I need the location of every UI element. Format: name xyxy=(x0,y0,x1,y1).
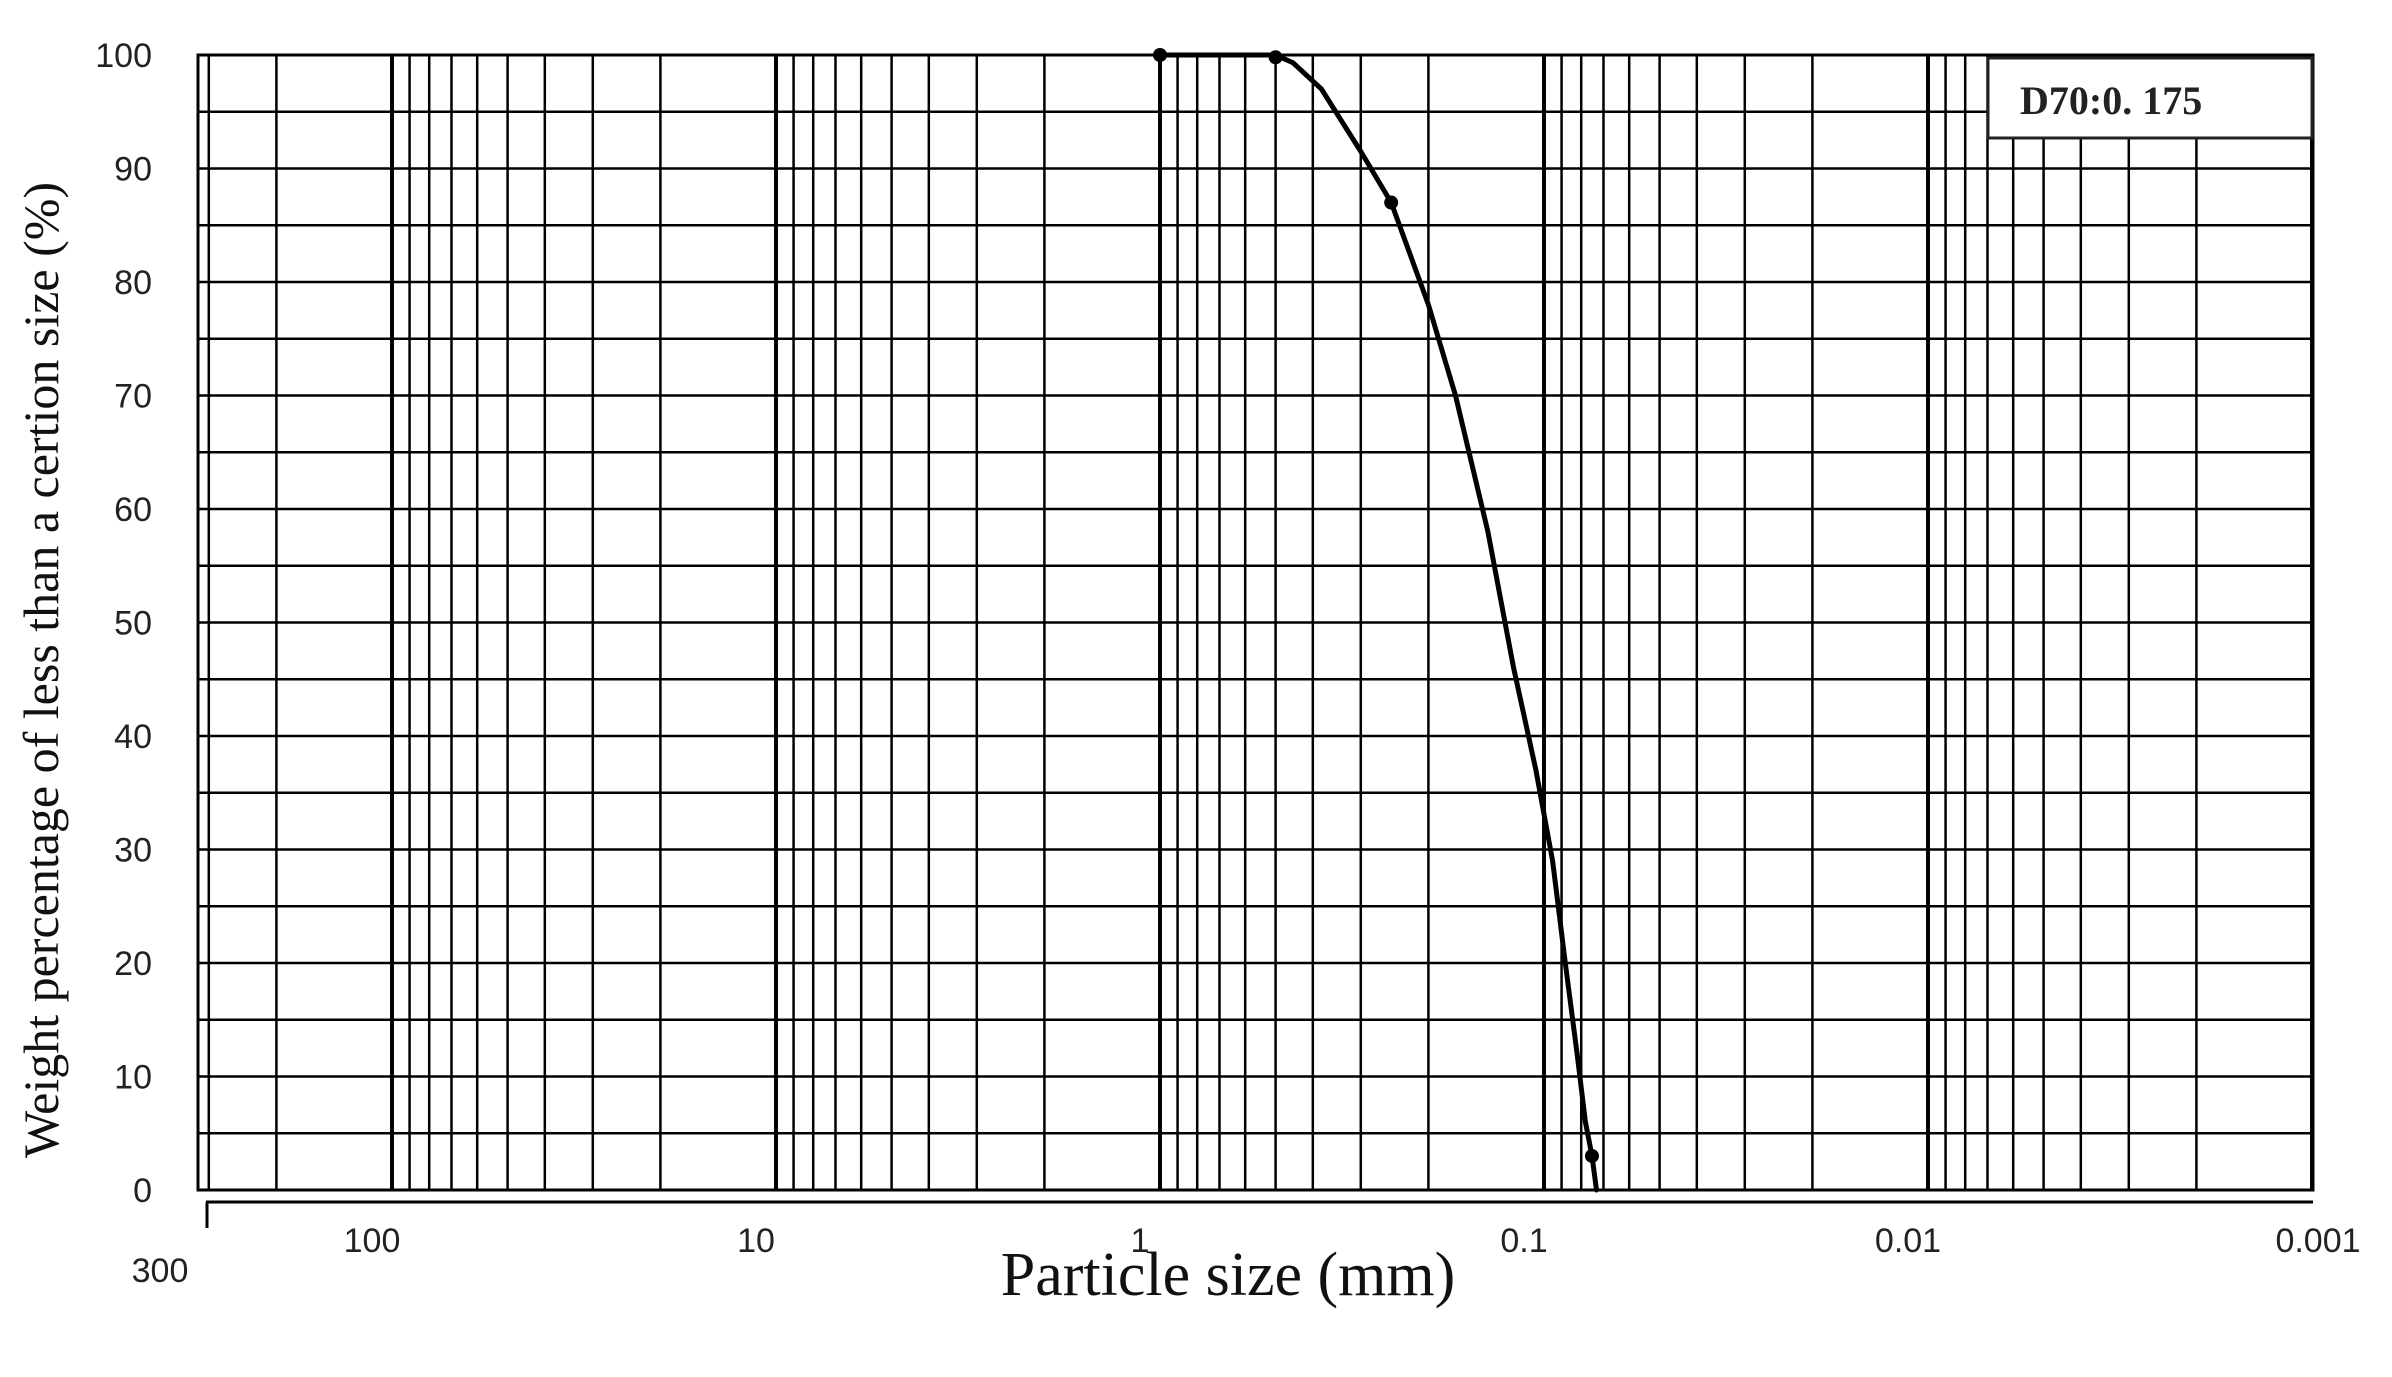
x-tick-label-100: 100 xyxy=(344,1222,401,1260)
series-0-point-0 xyxy=(1153,48,1167,62)
y-tick-label-70: 70 xyxy=(114,378,152,416)
series-0-curve xyxy=(1157,52,1599,1193)
y-tick-label-10: 10 xyxy=(114,1059,152,1097)
x-tick-label-300: 300 xyxy=(132,1252,189,1290)
x-tick-label-1: 1 xyxy=(1131,1222,1150,1260)
x-tick-label-0p1: 0.1 xyxy=(1500,1222,1547,1260)
x-tick-label-0p001: 0.001 xyxy=(2275,1222,2360,1260)
x-tick-label-0p01: 0.01 xyxy=(1875,1222,1941,1260)
d70-annotation-text: D70:0. 175 xyxy=(2020,78,2202,123)
x-tick-label-10: 10 xyxy=(737,1222,775,1260)
y-tick-label-20: 20 xyxy=(114,945,152,983)
y-tick-label-30: 30 xyxy=(114,832,152,870)
y-tick-label-60: 60 xyxy=(114,491,152,529)
series-0-point-1 xyxy=(1268,50,1283,65)
y-axis-label: Weight percentage of less than a certion… xyxy=(13,182,69,1158)
y-tick-label-80: 80 xyxy=(114,264,152,302)
axis-ticks: 0 10 20 30 40 50 60 70 80 90 100 300 100 10 1 0.1 0.01 0.… xyxy=(95,37,2360,1290)
d70-annotation: D70:0. 175 xyxy=(1986,56,2314,140)
distribution-curve-layer xyxy=(1157,52,1599,1193)
y-tick-label-100: 100 xyxy=(95,37,152,75)
series-0-point-2 xyxy=(1384,195,1399,210)
d70-annotation-box xyxy=(1986,56,2314,140)
x-axis-label: Particle size (mm) xyxy=(1001,1241,1456,1309)
y-tick-label-40: 40 xyxy=(114,718,152,756)
chart-grid xyxy=(196,53,2315,1228)
y-tick-label-50: 50 xyxy=(114,605,152,643)
y-tick-label-0: 0 xyxy=(133,1172,152,1210)
data-points-layer xyxy=(1153,48,1599,1163)
y-tick-label-90: 90 xyxy=(114,151,152,189)
series-0-point-3 xyxy=(1584,1148,1599,1163)
